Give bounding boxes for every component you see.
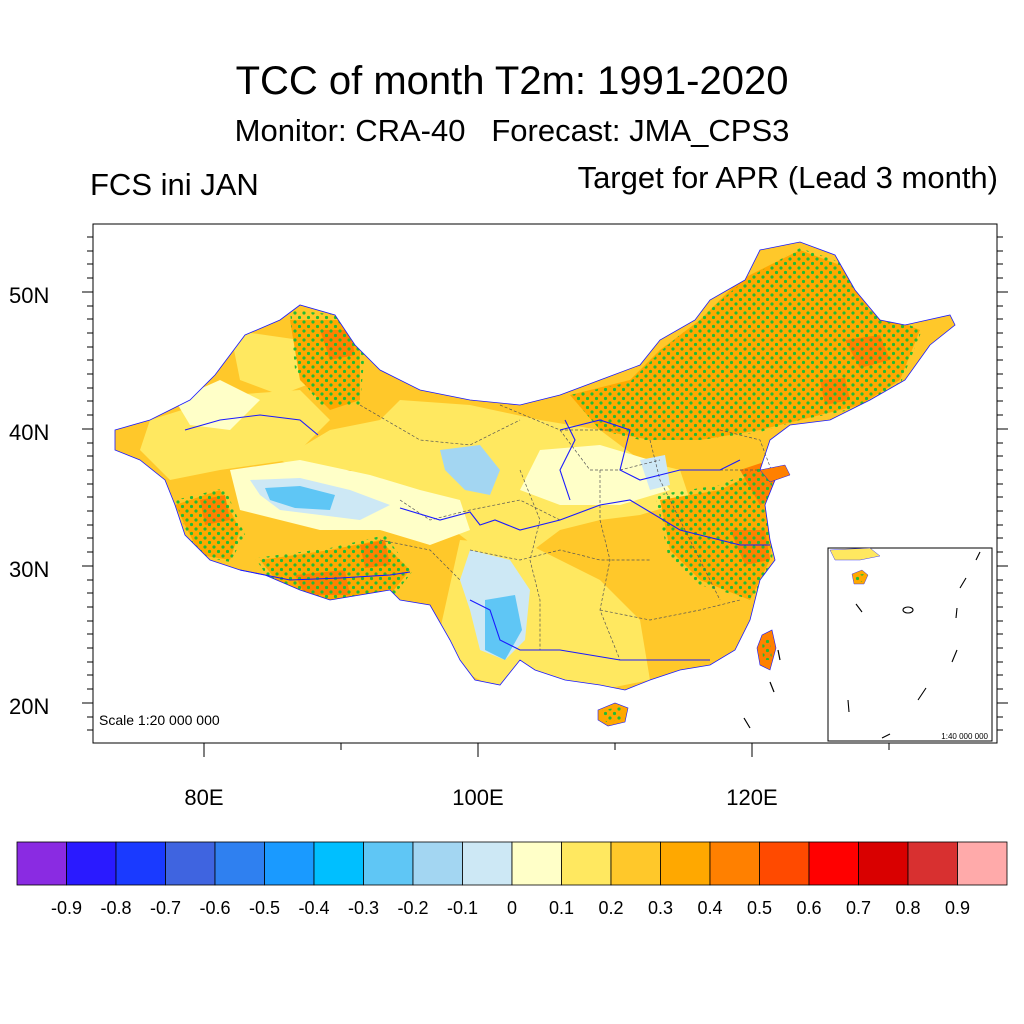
monitor-label: Monitor: CRA-40 — [234, 113, 466, 148]
colorbar-box — [957, 841, 1008, 886]
colorbar-box — [363, 841, 414, 886]
colorbar-label: 0.2 — [598, 898, 623, 918]
axis-ticks — [82, 236, 1008, 757]
significance-region — [570, 248, 922, 440]
colorbar-label: 0.4 — [697, 898, 722, 918]
colorbar-label: 0.9 — [945, 898, 970, 918]
colorbar-label: -0.7 — [150, 898, 181, 918]
lat-label-40n: 40N — [9, 420, 49, 445]
significance-region — [290, 310, 365, 405]
colorbar-label: -0.2 — [397, 898, 428, 918]
significance-region — [602, 707, 622, 722]
colorbar-box — [511, 841, 562, 886]
colorbar-label: 0.7 — [846, 898, 871, 918]
colorbar-box — [115, 841, 166, 886]
forecast-label: Forecast: JMA_CPS3 — [491, 113, 790, 148]
colorbar-label: -0.4 — [298, 898, 329, 918]
rivers — [184, 414, 770, 661]
lat-label-30n: 30N — [9, 557, 49, 582]
field-zone — [520, 445, 670, 505]
colorbar-box — [759, 841, 810, 886]
lat-label-20n: 20N — [9, 694, 49, 719]
scale-label: Scale 1:20 000 000 — [99, 712, 220, 728]
colorbar-label: -0.6 — [199, 898, 230, 918]
colorbar-box — [907, 841, 958, 886]
colorbar-box — [214, 841, 265, 886]
colorbar-box — [412, 841, 463, 886]
colorbar-label: 0.6 — [796, 898, 821, 918]
lon-label-120e: 120E — [726, 785, 777, 810]
colorbar-labels: -0.9 -0.8 -0.7 -0.6 -0.5 -0.4 -0.3 -0.2 -0.1 0 0.1… — [51, 898, 970, 918]
init-label: FCS ini JAN — [90, 167, 259, 202]
lon-label-100e: 100E — [452, 785, 503, 810]
significance-region — [655, 465, 778, 600]
field-zone — [440, 445, 500, 495]
colorbar-box — [16, 841, 67, 886]
colorbar-label: 0.8 — [895, 898, 920, 918]
colorbar-box — [808, 841, 859, 886]
colorbar-box — [858, 841, 909, 886]
colorbar-label: -0.5 — [249, 898, 280, 918]
lon-label-80e: 80E — [184, 785, 223, 810]
colorbar-box — [709, 841, 760, 886]
field-zone — [265, 486, 335, 510]
colorbar-box — [660, 841, 711, 886]
colorbar-label: -0.1 — [447, 898, 478, 918]
target-label: Target for APR (Lead 3 month) — [577, 160, 998, 195]
colorbar-box — [165, 841, 216, 886]
chart-subtitle: Monitor: CRA-40 Forecast: JMA_CPS3 — [0, 113, 1024, 149]
south-china-sea-inset: 1:40 000 000 — [827, 547, 993, 742]
inset-scale-label: 1:40 000 000 — [941, 732, 988, 741]
colorbar-label: 0.5 — [747, 898, 772, 918]
colorbar-box — [264, 841, 315, 886]
peninsula-region — [759, 464, 791, 483]
colorbar-label: 0.3 — [648, 898, 673, 918]
colorbar-box — [66, 841, 117, 886]
colorbar-label: -0.8 — [100, 898, 131, 918]
field-zone — [485, 595, 522, 660]
colorbar-box — [610, 841, 661, 886]
chart-title: TCC of month T2m: 1991-2020 — [235, 59, 789, 103]
colorbar-box — [313, 841, 364, 886]
colorbar-label: 0 — [507, 898, 517, 918]
colorbar-label: -0.3 — [348, 898, 379, 918]
colorbar-box — [561, 841, 612, 886]
colorbar-label: -0.9 — [51, 898, 82, 918]
significance-region — [255, 535, 412, 602]
significance-region — [762, 638, 772, 660]
field-zone — [640, 455, 670, 490]
colorbar-box — [462, 841, 513, 886]
colorbar-label: 0.1 — [549, 898, 574, 918]
colorbar-boxes — [16, 841, 1008, 886]
lat-label-50n: 50N — [9, 283, 49, 308]
south-sea-dashes — [743, 649, 781, 729]
